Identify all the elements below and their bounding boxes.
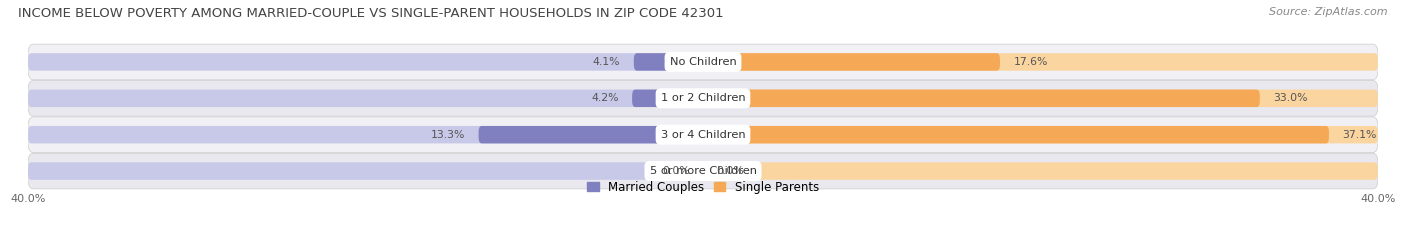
Text: 37.1%: 37.1%	[1343, 130, 1376, 140]
FancyBboxPatch shape	[634, 53, 703, 71]
FancyBboxPatch shape	[28, 80, 1378, 116]
Text: 3 or 4 Children: 3 or 4 Children	[661, 130, 745, 140]
FancyBboxPatch shape	[28, 126, 703, 144]
FancyBboxPatch shape	[28, 53, 703, 71]
FancyBboxPatch shape	[28, 153, 1378, 189]
FancyBboxPatch shape	[703, 126, 1378, 144]
FancyBboxPatch shape	[633, 89, 703, 107]
Text: INCOME BELOW POVERTY AMONG MARRIED-COUPLE VS SINGLE-PARENT HOUSEHOLDS IN ZIP COD: INCOME BELOW POVERTY AMONG MARRIED-COUPL…	[18, 7, 724, 20]
FancyBboxPatch shape	[703, 126, 1329, 144]
FancyBboxPatch shape	[478, 126, 703, 144]
FancyBboxPatch shape	[28, 44, 1378, 80]
FancyBboxPatch shape	[703, 53, 1378, 71]
Text: 1 or 2 Children: 1 or 2 Children	[661, 93, 745, 103]
FancyBboxPatch shape	[28, 89, 703, 107]
Text: 4.2%: 4.2%	[591, 93, 619, 103]
Text: 17.6%: 17.6%	[1014, 57, 1047, 67]
FancyBboxPatch shape	[703, 89, 1378, 107]
Text: 5 or more Children: 5 or more Children	[650, 166, 756, 176]
FancyBboxPatch shape	[28, 162, 703, 180]
Text: 0.0%: 0.0%	[717, 166, 744, 176]
FancyBboxPatch shape	[28, 117, 1378, 153]
Text: No Children: No Children	[669, 57, 737, 67]
Text: Source: ZipAtlas.com: Source: ZipAtlas.com	[1270, 7, 1388, 17]
Text: 0.0%: 0.0%	[662, 166, 689, 176]
FancyBboxPatch shape	[703, 162, 1378, 180]
Text: 4.1%: 4.1%	[593, 57, 620, 67]
Legend: Married Couples, Single Parents: Married Couples, Single Parents	[583, 177, 823, 197]
Text: 33.0%: 33.0%	[1274, 93, 1308, 103]
FancyBboxPatch shape	[703, 89, 1260, 107]
FancyBboxPatch shape	[703, 53, 1000, 71]
Text: 13.3%: 13.3%	[430, 130, 465, 140]
